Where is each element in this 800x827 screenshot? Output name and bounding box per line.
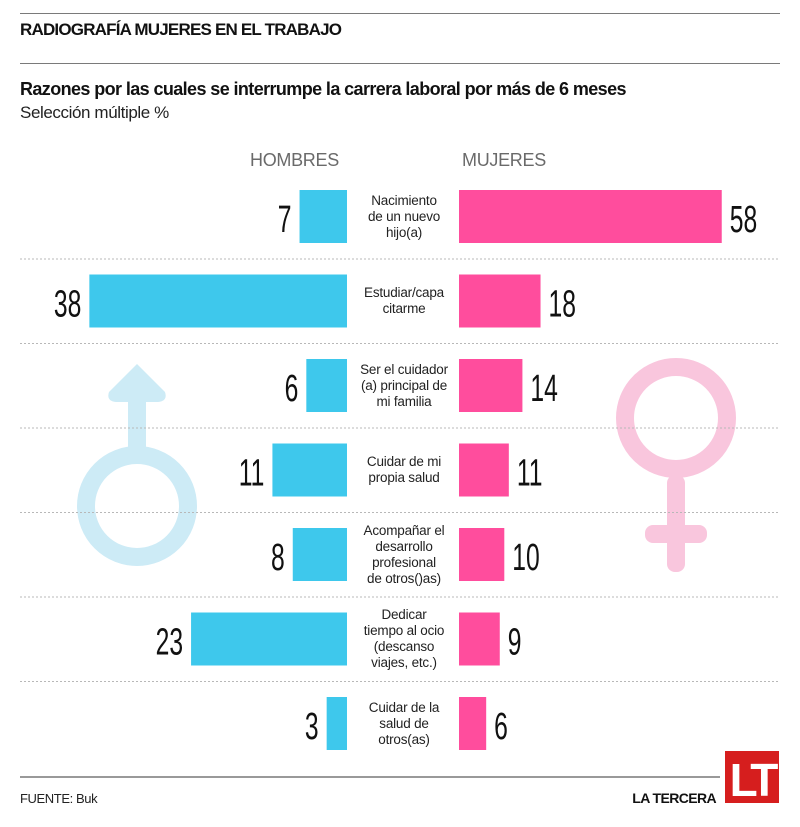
category-label-line: Dedicar — [381, 607, 427, 622]
kicker-title: RADIOGRAFÍA MUJERES EN EL TRABAJO — [20, 20, 342, 39]
value-label-men: 3 — [305, 705, 319, 748]
category-label: Acompañar el desarrollo profesional de otro… — [350, 523, 458, 587]
bar-women — [459, 190, 722, 243]
bar-men — [89, 274, 348, 328]
category-label-line: salud de — [379, 715, 429, 731]
category-label-line: hijo(a) — [385, 224, 423, 240]
bar-women — [459, 697, 487, 750]
category-label: Cuidar de la salud de otros(as) — [350, 700, 458, 748]
category-label-line: tiempo al ocio — [363, 623, 445, 638]
value-label-men: 23 — [156, 620, 183, 663]
category-label-line: otros(as) — [378, 731, 430, 747]
bar-men — [326, 697, 347, 750]
brand-name: LA TERCERA — [632, 790, 716, 806]
value-label-men: 6 — [285, 367, 299, 410]
value-label-women: 14 — [530, 367, 557, 410]
value-label-men: 7 — [278, 198, 292, 241]
header-rule — [20, 63, 780, 64]
chart-subtitle: Selección múltiple % — [20, 103, 169, 122]
category-label-line: propia salud — [368, 470, 440, 485]
category-label-line: Ser el cuidador — [360, 361, 448, 377]
category-label-line: desarrollo — [375, 538, 433, 554]
category-label-line: (descanso — [373, 639, 435, 654]
category-label: Nacimiento de un nuevo hijo(a) — [350, 193, 458, 241]
category-label-line: viajes, etc.) — [371, 655, 437, 670]
value-label-women: 10 — [512, 536, 539, 579]
value-label-women: 58 — [730, 198, 757, 241]
category-label-line: de un nuevo — [367, 208, 441, 224]
bar-men — [272, 443, 347, 497]
male-stem — [128, 395, 146, 459]
category-label-line: (a) principal de — [360, 377, 448, 393]
value-label-women: 11 — [517, 451, 543, 494]
category-label: Ser el cuidador (a) principal de mi famili… — [350, 362, 458, 410]
legend-men: HOMBRES — [250, 150, 339, 170]
bar-men — [299, 190, 347, 243]
bar-women — [459, 359, 523, 412]
category-label: Estudiar/capa citarme — [350, 285, 458, 317]
legend-women: MUJERES — [462, 150, 546, 170]
value-label-men: 38 — [54, 282, 81, 325]
value-label-women: 18 — [549, 282, 576, 325]
category-label-line: de otros()as) — [367, 570, 441, 586]
value-label-men: 8 — [271, 536, 285, 579]
footer-rule — [20, 776, 720, 778]
bar-women — [459, 528, 505, 581]
bar-women — [459, 612, 500, 666]
category-label: Cuidar de mi propia salud — [350, 454, 458, 486]
category-label-line: Acompañar el — [363, 522, 445, 538]
category-label-line: citarme — [382, 301, 426, 316]
top-rule — [20, 13, 780, 14]
category-label-line: Nacimiento — [371, 192, 437, 208]
bar-men — [292, 528, 347, 581]
category-label-line: mi familia — [376, 393, 432, 409]
brand-logo: LT — [725, 751, 779, 806]
female-ring — [616, 358, 736, 478]
chart-title: Razones por las cuales se interrumpe la … — [20, 79, 627, 99]
value-label-men: 11 — [239, 451, 265, 494]
female-stem — [667, 475, 685, 572]
female-symbol-icon — [616, 358, 736, 572]
logo-text: LT — [729, 754, 779, 806]
source-note: FUENTE: Buk — [20, 791, 98, 806]
bar-women — [459, 443, 509, 497]
category-label-line: Cuidar de mi — [366, 454, 442, 469]
male-ring — [77, 446, 197, 566]
male-arrowhead — [108, 364, 166, 402]
male-symbol-icon — [77, 364, 197, 566]
category-label-line: profesional — [372, 554, 436, 570]
category-label: Dedicar tiempo al ocio (descanso viajes, et… — [350, 607, 458, 671]
category-label-line: Cuidar de la — [368, 699, 440, 715]
value-label-women: 6 — [494, 705, 508, 748]
value-label-women: 9 — [508, 620, 522, 663]
bar-men — [191, 612, 347, 666]
bar-women — [459, 274, 541, 328]
bar-men — [306, 359, 347, 412]
female-crossbar — [645, 525, 707, 543]
category-label-line: Estudiar/capa — [364, 285, 444, 300]
